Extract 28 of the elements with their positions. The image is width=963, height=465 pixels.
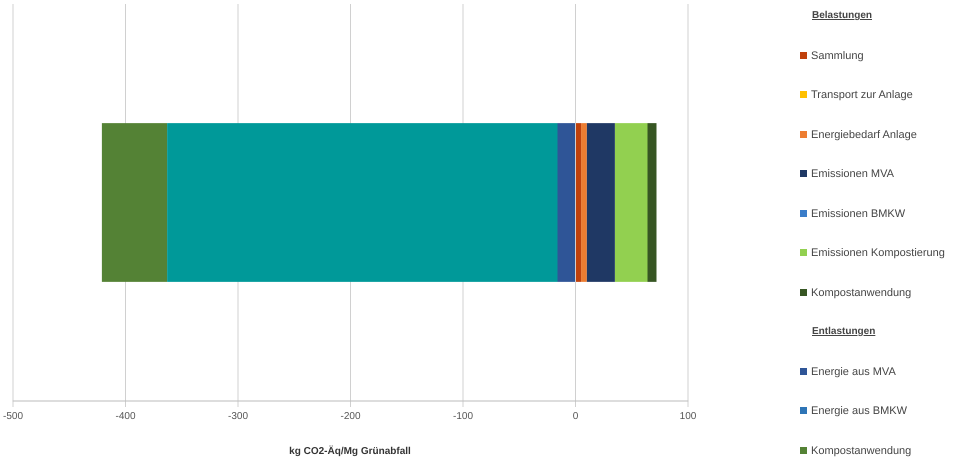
x-tick-label: 100 [680, 410, 697, 422]
x-tick-label: -200 [340, 410, 361, 422]
x-axis-title: kg CO2-Äq/Mg Grünabfall [288, 446, 412, 457]
text: Belastungen [811, 9, 874, 23]
x-tick-label: -500 [3, 410, 24, 422]
bar [102, 123, 168, 282]
legend-label: Energie aus BMKW [810, 404, 908, 419]
legend-label: Kompostanwendung [810, 286, 912, 300]
bar [648, 123, 656, 282]
legend-label: Energie aus MVA [810, 364, 897, 380]
legend-label: Sammlung [810, 48, 865, 64]
bar [614, 123, 648, 282]
x-tick-label: 0 [572, 410, 579, 422]
x-tick-label: -100 [452, 410, 474, 422]
legend-label: Emissionen BMKW [810, 206, 906, 222]
legend-label: Emissionen MVA [810, 167, 895, 182]
bar [558, 123, 575, 282]
legend-label: Transport zur Anlage [810, 88, 914, 103]
bar [581, 123, 587, 282]
bar [586, 123, 615, 282]
legend-label: Kompostanwendung [810, 444, 912, 458]
bar [576, 123, 582, 282]
x-tick-label: -300 [228, 410, 248, 422]
x-tick-label: -400 [116, 410, 136, 422]
legend-label: Emissionen Kompostierung [810, 246, 945, 261]
legend-label: Energiebedarf Anlage [810, 128, 918, 142]
bar [167, 123, 558, 282]
text: Entlastungen [811, 325, 876, 339]
